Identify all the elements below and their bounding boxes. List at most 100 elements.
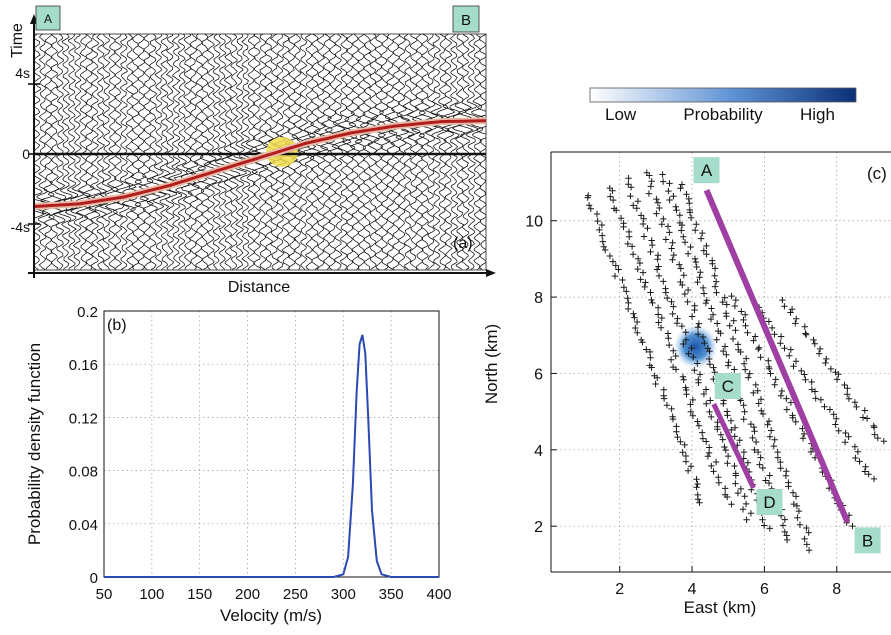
velocity-tick-label: 50	[96, 586, 113, 603]
time-tick-label: 0	[22, 146, 30, 162]
velocity-tick-label: 200	[235, 586, 260, 603]
profile-label-box	[714, 373, 741, 399]
colorbar-title: Probability	[683, 105, 763, 124]
east-tick-label: 4	[688, 581, 697, 598]
profile-label-box	[854, 527, 881, 554]
seismic-traces	[34, 34, 486, 270]
time-axis-label: Time	[9, 23, 26, 58]
seismic-trace	[226, 34, 243, 270]
seismic-trace	[138, 34, 156, 270]
seismic-trace	[40, 34, 56, 270]
seismic-trace	[80, 34, 98, 270]
seismic-trace	[313, 34, 330, 270]
pdf-ticks: 0 0.04 0.08 0.12 0.16 0.2	[69, 304, 98, 587]
pdf-tick-label: 0.08	[69, 464, 98, 481]
seismic-trace	[445, 34, 462, 270]
profile-label: D	[763, 493, 775, 512]
time-ticks	[28, 83, 40, 225]
east-axis-label: East (km)	[684, 598, 757, 617]
colorbar	[589, 87, 857, 103]
probability-hotspot	[673, 324, 718, 369]
pdf-curve	[104, 334, 439, 578]
seismic-trace	[376, 34, 392, 270]
map-grid	[551, 152, 891, 572]
seismic-trace	[400, 34, 416, 270]
seismic-trace	[133, 34, 150, 270]
velocity-tick-label: 250	[283, 586, 308, 603]
seismic-trace	[254, 34, 271, 270]
seismic-trace	[189, 34, 208, 270]
receiver-line	[584, 192, 703, 506]
seismic-trace	[296, 34, 311, 270]
seismic-trace	[301, 34, 317, 270]
time-tick-label: -4s	[11, 219, 30, 235]
profile-label-box	[756, 489, 783, 515]
pdf-tick-label: 0.2	[77, 304, 98, 321]
velocity-ticks: 50 100 150 200 250 300 350 400	[96, 586, 452, 603]
receiver-line	[677, 181, 813, 554]
panel-c: Low Probability High A B C D 2 4 6 8 2 4 6 8 10 Ea…	[482, 87, 891, 617]
seismic-trace	[46, 34, 63, 270]
seismic-trace	[143, 34, 162, 270]
seismic-trace	[341, 34, 357, 270]
seismic-trace	[35, 34, 51, 270]
seismic-trace	[167, 34, 184, 270]
seismic-trace	[243, 34, 259, 270]
velocity-tick-label: 400	[426, 586, 451, 603]
receiver-line	[643, 169, 773, 532]
seismic-trace	[99, 34, 116, 270]
profile-line	[703, 189, 851, 524]
velocity-tick-label: 100	[139, 586, 164, 603]
seismic-trace	[428, 34, 444, 270]
north-tick-label: 8	[534, 290, 543, 307]
seismic-trace	[86, 34, 104, 270]
profile-lines	[703, 189, 851, 524]
seismic-trace	[109, 34, 126, 270]
east-tick-label: 6	[760, 581, 769, 598]
velocity-axis-label: Velocity (m/s)	[220, 606, 322, 625]
receiver-line	[779, 296, 887, 445]
seismic-trace	[104, 34, 120, 270]
north-tick-label: 6	[534, 366, 543, 383]
seismic-trace	[452, 34, 468, 270]
distance-axis-arrow	[486, 269, 496, 277]
east-tick-label: 2	[615, 581, 624, 598]
seismic-trace	[469, 34, 486, 270]
pdf-tick-label: 0.04	[69, 517, 98, 534]
corner-label-b: B	[461, 12, 471, 29]
seismic-trace	[203, 34, 218, 270]
time-tick-label: 4s	[15, 65, 30, 81]
panel-c-label: (c)	[867, 164, 887, 183]
seismic-trace	[359, 34, 376, 270]
north-axis-label: North (km)	[482, 324, 501, 404]
velocity-tick-label: 300	[331, 586, 356, 603]
north-tick-label: 4	[534, 443, 543, 460]
seismic-trace	[371, 34, 387, 270]
moveout-curve	[33, 119, 486, 208]
colorbar-low-label: Low	[605, 105, 637, 124]
seismic-trace	[162, 34, 178, 270]
seismic-trace	[181, 34, 197, 270]
seismic-trace	[423, 34, 439, 270]
panel-b-label: (b)	[107, 317, 127, 334]
corner-label-box-a	[35, 5, 61, 31]
seismic-trace	[353, 34, 370, 270]
seismic-trace	[51, 34, 68, 270]
seismic-trace	[232, 34, 248, 270]
profile-label-box	[693, 157, 720, 184]
seismic-trace	[214, 34, 231, 270]
distance-axis-label: Distance	[228, 279, 290, 296]
velocity-tick-label: 150	[187, 586, 212, 603]
north-tick-label: 2	[534, 519, 543, 536]
seismic-trace	[405, 34, 422, 270]
pdf-tick-label: 0	[90, 570, 98, 587]
seismic-trace	[475, 34, 486, 270]
profile-label: A	[701, 161, 713, 180]
corner-label-box-b	[452, 5, 480, 33]
east-tick-label: 8	[832, 581, 841, 598]
seismic-trace	[57, 34, 74, 270]
receiver-line	[625, 175, 755, 523]
north-tick-label: 10	[525, 214, 543, 231]
pdf-grid	[103, 310, 440, 578]
